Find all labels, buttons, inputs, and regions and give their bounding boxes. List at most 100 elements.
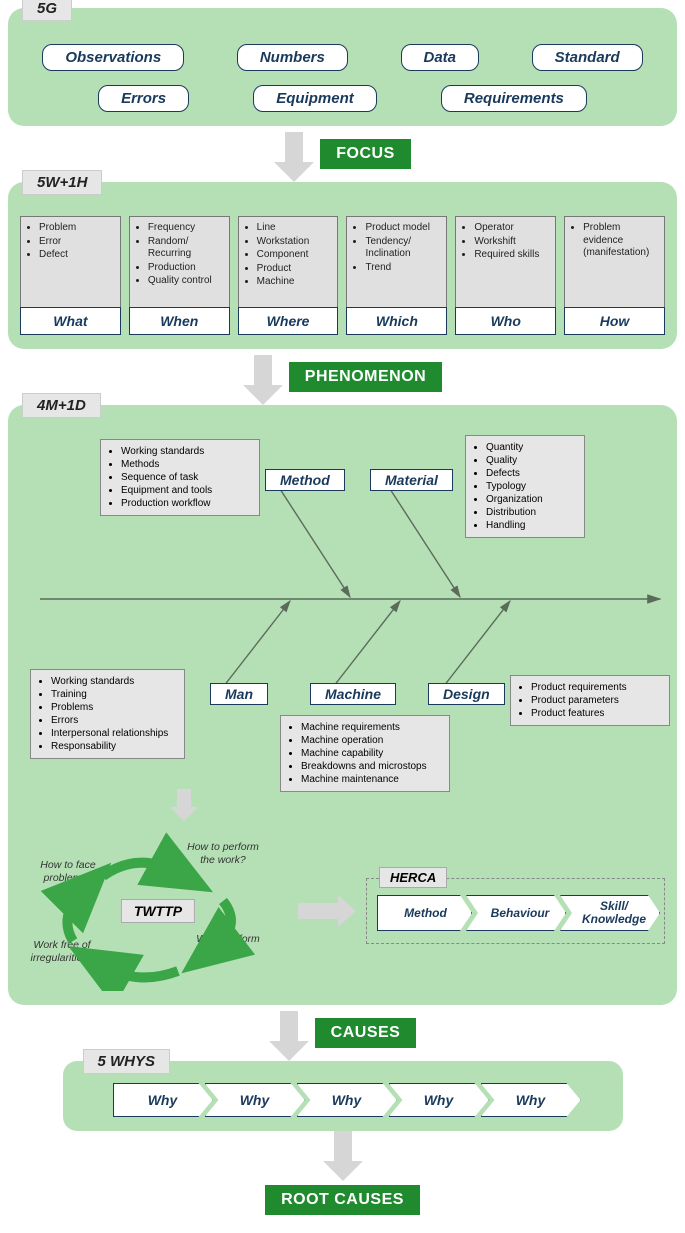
pill-requirements: Requirements xyxy=(441,85,587,112)
cat-item: Handling xyxy=(486,519,576,532)
twttp-zone: TWTTP How to face problems? How to perfo… xyxy=(28,831,288,991)
wh-item: Defect xyxy=(39,249,114,262)
pill-equipment: Equipment xyxy=(253,85,377,112)
flow-root: ROOT CAUSES xyxy=(8,1131,677,1225)
tag-5whys: 5 WHYS xyxy=(83,1049,171,1074)
wh-label: What xyxy=(20,307,121,335)
wh-box: Problem evidence (manifestation) xyxy=(564,216,665,308)
wh-col: FrequencyRandom/ RecurringProductionQual… xyxy=(129,216,230,335)
cat-item: Product features xyxy=(531,707,661,720)
wh-item: Tendency/ Inclination xyxy=(365,236,440,261)
cat-item: Responsability xyxy=(51,740,176,753)
tag-5w1h: 5W+1H xyxy=(22,170,102,195)
g5-row-2: Errors Equipment Requirements xyxy=(20,85,665,112)
wh-item: Product model xyxy=(365,222,440,235)
herca-step-method: Method xyxy=(377,895,472,931)
why-chevron: Why xyxy=(297,1083,397,1117)
label-man: Man xyxy=(210,683,268,705)
wh-col: Problem evidence (manifestation)How xyxy=(564,216,665,335)
wh-box: Product modelTendency/ InclinationTrend xyxy=(346,216,447,308)
wh-box: ProblemErrorDefect xyxy=(20,216,121,308)
twttp-cycle-icon xyxy=(28,831,288,991)
wh-box: FrequencyRandom/ RecurringProductionQual… xyxy=(129,216,230,308)
why-chevron: Why xyxy=(481,1083,581,1117)
pill-standard: Standard xyxy=(532,44,643,71)
cat-item: Defects xyxy=(486,467,576,480)
cat-item: Interpersonal relationships xyxy=(51,727,176,740)
cat-item: Production workflow xyxy=(121,497,251,510)
twttp-herca-row: TWTTP How to face problems? How to perfo… xyxy=(20,831,665,991)
panel-4m1d: 4M+1D Working standardsMethodsSequence o… xyxy=(8,405,677,1005)
label-machine: Machine xyxy=(310,683,396,705)
arrow-down-icon xyxy=(254,355,272,385)
panel-5g: 5G Observations Numbers Data Standard Er… xyxy=(8,8,677,126)
box-man: Working standardsTrainingProblemsErrorsI… xyxy=(30,669,185,759)
why-row: WhyWhyWhyWhyWhy xyxy=(77,1083,609,1117)
tag-5g: 5G xyxy=(22,0,72,21)
wh-item: Quality control xyxy=(148,275,223,288)
wh-label: Who xyxy=(455,307,556,335)
wh-label: When xyxy=(129,307,230,335)
panel-5w1h: 5W+1H ProblemErrorDefectWhatFrequencyRan… xyxy=(8,182,677,349)
herca-step-behaviour: Behaviour xyxy=(466,895,566,931)
label-method: Method xyxy=(265,469,345,491)
wh-box: LineWorkstationComponentProductMachine xyxy=(238,216,339,308)
label-material: Material xyxy=(370,469,453,491)
panel-5whys: 5 WHYS WhyWhyWhyWhyWhy xyxy=(63,1061,623,1131)
w5h1-grid: ProblemErrorDefectWhatFrequencyRandom/ R… xyxy=(20,216,665,335)
pill-errors: Errors xyxy=(98,85,189,112)
stage-phenomenon: PHENOMENON xyxy=(289,362,442,392)
wh-col: ProblemErrorDefectWhat xyxy=(20,216,121,335)
arrow-right-icon xyxy=(298,895,356,927)
label-design: Design xyxy=(428,683,505,705)
wh-col: OperatorWorkshiftRequired skillsWho xyxy=(455,216,556,335)
cat-item: Organization xyxy=(486,493,576,506)
arrow-down-icon xyxy=(285,132,303,162)
why-chevron: Why xyxy=(113,1083,213,1117)
wh-item: Problem evidence (manifestation) xyxy=(583,222,658,260)
stage-root-causes: ROOT CAUSES xyxy=(265,1185,420,1215)
cat-item: Errors xyxy=(51,714,176,727)
cat-item: Distribution xyxy=(486,506,576,519)
wh-label: Where xyxy=(238,307,339,335)
pill-observations: Observations xyxy=(42,44,184,71)
fishbone: Working standardsMethodsSequence of task… xyxy=(20,439,665,829)
cat-item: Working standards xyxy=(51,675,176,688)
cat-item: Machine capability xyxy=(301,747,441,760)
arrow-down-icon xyxy=(334,1131,352,1161)
box-material: QuantityQualityDefectsTypologyOrganizati… xyxy=(465,435,585,538)
cat-item: Product requirements xyxy=(531,681,661,694)
wh-item: Workstation xyxy=(257,236,332,249)
box-method: Working standardsMethodsSequence of task… xyxy=(100,439,260,516)
cat-item: Problems xyxy=(51,701,176,714)
g5-row-1: Observations Numbers Data Standard xyxy=(20,44,665,71)
wh-col: Product modelTendency/ InclinationTrendW… xyxy=(346,216,447,335)
wh-item: Operator xyxy=(474,222,549,235)
wh-item: Workshift xyxy=(474,236,549,249)
wh-item: Random/ Recurring xyxy=(148,236,223,261)
wh-item: Product xyxy=(257,263,332,276)
flow-focus: FOCUS xyxy=(8,132,677,182)
pill-data: Data xyxy=(401,44,480,71)
cat-item: Equipment and tools xyxy=(121,484,251,497)
box-machine: Machine requirementsMachine operationMac… xyxy=(280,715,450,792)
pill-numbers: Numbers xyxy=(237,44,348,71)
why-chevron: Why xyxy=(389,1083,489,1117)
herca-step-skill: Skill/ Knowledge xyxy=(560,895,660,931)
wh-item: Component xyxy=(257,249,332,262)
cat-item: Product parameters xyxy=(531,694,661,707)
cat-item: Methods xyxy=(121,458,251,471)
cat-item: Machine requirements xyxy=(301,721,441,734)
wh-item: Error xyxy=(39,236,114,249)
wh-item: Required skills xyxy=(474,249,549,262)
arrow-down-icon xyxy=(280,1011,298,1041)
cat-item: Machine maintenance xyxy=(301,773,441,786)
cat-item: Typology xyxy=(486,480,576,493)
flow-phenomenon: PHENOMENON xyxy=(8,355,677,405)
cat-item: Quality xyxy=(486,454,576,467)
wh-box: OperatorWorkshiftRequired skills xyxy=(455,216,556,308)
wh-item: Line xyxy=(257,222,332,235)
why-chevron: Why xyxy=(205,1083,305,1117)
stage-focus: FOCUS xyxy=(320,139,411,169)
wh-item: Trend xyxy=(365,262,440,275)
